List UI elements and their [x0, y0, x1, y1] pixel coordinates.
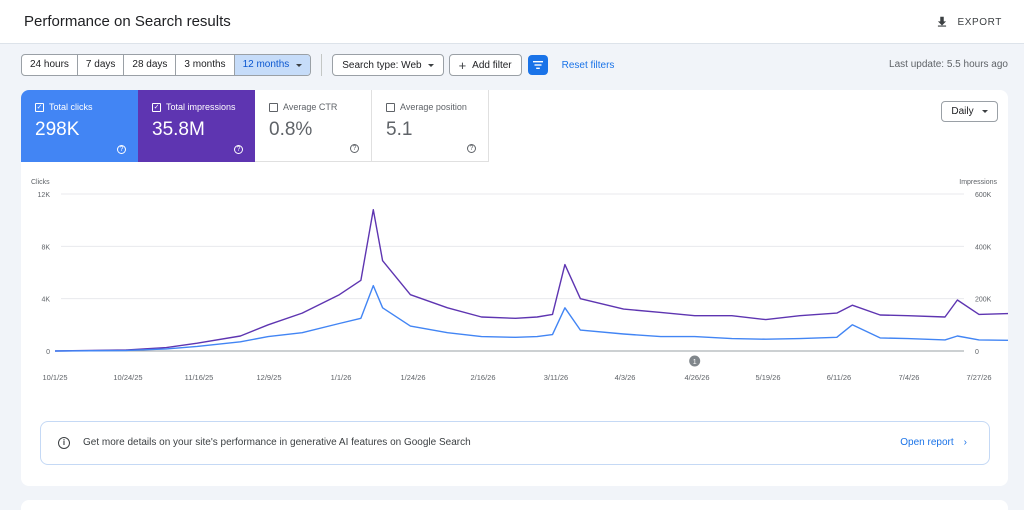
divider: [321, 54, 323, 76]
x-tick-label: 7/27/26: [966, 373, 991, 382]
metric-average-position[interactable]: Average position 5.1 ?: [372, 90, 489, 162]
x-tick-label: 10/1/25: [42, 373, 67, 382]
help-icon[interactable]: ?: [117, 145, 126, 154]
range-12-months-label: 12 months: [242, 59, 290, 70]
ai-features-banner: i Get more details on your site's perfor…: [40, 421, 990, 465]
metric-label: Total impressions: [166, 102, 236, 112]
range-24-hours[interactable]: 24 hours: [22, 55, 78, 75]
metric-label: Total clicks: [49, 102, 93, 112]
page-title: Performance on Search results: [24, 13, 231, 30]
date-range-selector: 24 hours 7 days 28 days 3 months 12 mont…: [21, 54, 312, 76]
left-axis-title: Clicks: [31, 179, 50, 186]
chevron-down-icon: [296, 63, 303, 67]
add-filter-button[interactable]: + Add filter: [448, 54, 522, 76]
help-icon[interactable]: ?: [350, 144, 359, 153]
clicks-series-line: [54, 284, 1008, 352]
banner-text: Get more details on your site's performa…: [83, 437, 471, 448]
filter-settings-button[interactable]: [527, 55, 548, 75]
impressions-series-line: [54, 209, 1008, 352]
x-tick-label: 5/19/26: [755, 373, 780, 382]
metric-label: Average CTR: [283, 102, 338, 112]
checkbox-unchecked-icon[interactable]: [386, 102, 395, 112]
metric-average-ctr[interactable]: Average CTR 0.8% ?: [255, 90, 372, 162]
open-report-label: Open report: [900, 437, 954, 448]
left-tick-label: 12K: [38, 192, 51, 199]
x-tick-label: 4/26/26: [684, 373, 709, 382]
metric-value: 0.8%: [269, 119, 313, 140]
export-label: EXPORT: [957, 16, 1002, 28]
x-tick-label: 10/24/25: [113, 373, 142, 382]
metric-value: 5.1: [386, 119, 413, 140]
right-tick-label: 600K: [975, 192, 992, 199]
x-tick-label: 1/1/26: [331, 373, 352, 382]
x-tick-label: 11/16/25: [185, 373, 214, 382]
x-tick-label: 7/4/26: [899, 373, 920, 382]
annotation-marker-label: 1: [693, 359, 697, 366]
last-update-text: Last update: 5.5 hours ago: [889, 59, 1008, 70]
annotation-marker: [689, 355, 701, 367]
download-icon: [938, 16, 947, 27]
search-type-dropdown[interactable]: Search type: Web: [332, 54, 444, 76]
chevron-down-icon: [981, 110, 988, 113]
range-12-months[interactable]: 12 months: [234, 55, 311, 75]
metric-total-clicks[interactable]: ✓ Total clicks 298K ?: [21, 90, 138, 162]
metric-value: 298K: [35, 119, 80, 140]
right-tick-label: 400K: [975, 244, 992, 251]
metric-label: Average position: [400, 102, 467, 112]
performance-card: ✓ Total clicks 298K ? ✓ Total impressions …: [21, 90, 1008, 486]
x-tick-label: 6/11/26: [827, 373, 851, 382]
open-report-link[interactable]: Open report ›: [900, 437, 967, 448]
chevron-down-icon: [427, 63, 434, 67]
left-tick-label: 0: [46, 349, 50, 356]
help-icon[interactable]: ?: [234, 145, 243, 154]
x-tick-label: 4/3/26: [615, 373, 636, 382]
x-tick-label: 2/16/26: [470, 373, 495, 382]
performance-chart: Clicks Impressions 0 4K 8K 12K 0 200K 400K 600K 10…: [31, 179, 1008, 382]
right-tick-label: 0: [975, 349, 979, 356]
export-button[interactable]: EXPORT: [935, 15, 1002, 29]
range-28-days[interactable]: 28 days: [124, 55, 177, 75]
x-tick-label: 3/11/26: [544, 373, 568, 382]
x-tick-label: 1/24/26: [400, 373, 425, 382]
search-type-label: Search type: Web: [342, 59, 422, 71]
left-tick-label: 8K: [41, 244, 50, 251]
top-bar: Performance on Search results EXPORT: [0, 0, 1024, 44]
x-tick-label: 12/9/25: [256, 373, 281, 382]
left-tick-label: 4K: [41, 297, 50, 304]
plus-icon: +: [458, 57, 467, 73]
add-filter-label: Add filter: [472, 59, 512, 71]
bottom-card: [21, 500, 1008, 510]
chevron-right-icon: ›: [963, 437, 967, 448]
metric-total-impressions[interactable]: ✓ Total impressions 35.8M ?: [138, 90, 255, 162]
checkbox-checked-icon[interactable]: ✓: [152, 102, 161, 112]
granularity-dropdown[interactable]: Daily: [941, 101, 998, 122]
help-icon[interactable]: ?: [467, 144, 476, 153]
info-icon: i: [58, 437, 70, 449]
checkbox-checked-icon[interactable]: ✓: [35, 102, 44, 112]
filter-icon: [532, 61, 543, 69]
range-7-days[interactable]: 7 days: [78, 55, 125, 75]
checkbox-unchecked-icon[interactable]: [269, 102, 278, 112]
metric-value: 35.8M: [152, 119, 205, 140]
right-tick-label: 200K: [975, 297, 992, 304]
filter-bar: 24 hours 7 days 28 days 3 months 12 mont…: [21, 54, 614, 76]
range-3-months[interactable]: 3 months: [176, 55, 235, 75]
right-axis-title: Impressions: [959, 179, 997, 186]
granularity-label: Daily: [951, 106, 974, 117]
reset-filters-link[interactable]: Reset filters: [561, 59, 615, 71]
